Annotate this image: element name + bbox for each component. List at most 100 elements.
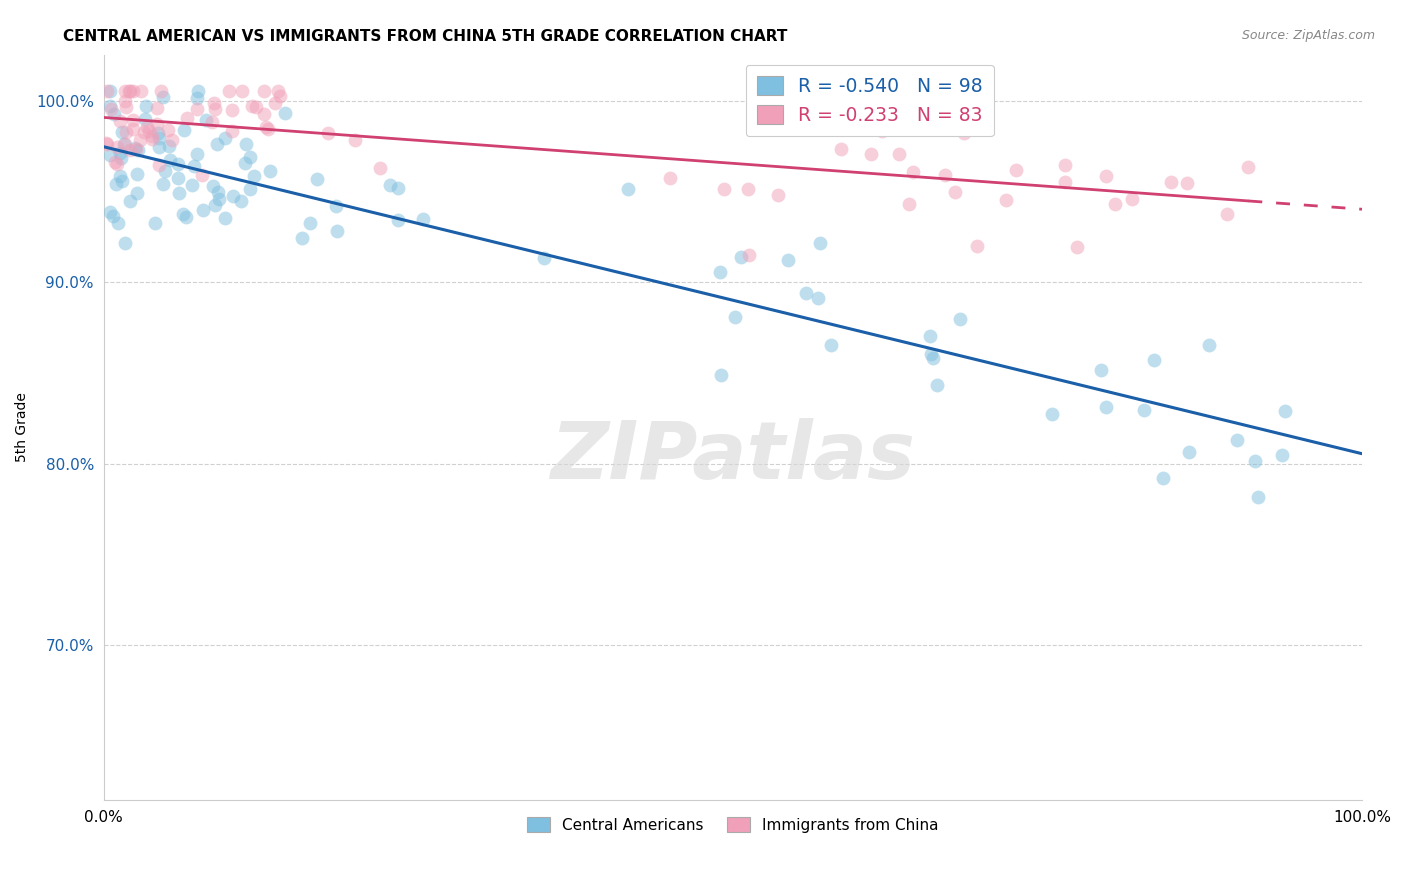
- Point: [111, 125, 134, 139]
- Point: [191, 169, 214, 183]
- Point: [949, 311, 972, 326]
- Point: [235, 136, 257, 151]
- Point: [205, 137, 228, 152]
- Point: [103, 107, 125, 121]
- Point: [325, 199, 347, 213]
- Point: [368, 161, 391, 176]
- Point: [208, 192, 231, 206]
- Point: [243, 169, 266, 184]
- Point: [132, 125, 155, 139]
- Point: [114, 125, 136, 139]
- Point: [214, 211, 236, 225]
- Point: [114, 85, 136, 99]
- Point: [107, 140, 129, 154]
- Point: [159, 139, 181, 153]
- Point: [533, 252, 555, 266]
- Point: [166, 157, 188, 171]
- Point: [207, 186, 229, 200]
- Point: [1090, 363, 1112, 377]
- Point: [737, 182, 759, 196]
- Point: [176, 211, 198, 225]
- Point: [166, 171, 188, 186]
- Point: [124, 142, 146, 156]
- Point: [107, 216, 129, 230]
- Point: [239, 150, 262, 164]
- Point: [1216, 207, 1239, 221]
- Point: [253, 85, 276, 99]
- Point: [738, 248, 761, 262]
- Point: [114, 95, 136, 109]
- Point: [326, 224, 349, 238]
- Point: [221, 124, 243, 138]
- Point: [1198, 338, 1220, 352]
- Point: [150, 85, 173, 99]
- Legend: Central Americans, Immigrants from China: Central Americans, Immigrants from China: [520, 810, 946, 840]
- Point: [146, 117, 169, 131]
- Point: [766, 188, 789, 202]
- Point: [110, 151, 132, 165]
- Point: [943, 185, 966, 199]
- Point: [114, 236, 136, 251]
- Point: [1160, 175, 1182, 189]
- Point: [202, 95, 225, 110]
- Point: [124, 141, 146, 155]
- Point: [112, 136, 135, 151]
- Point: [253, 106, 276, 120]
- Point: [143, 216, 166, 230]
- Point: [127, 143, 149, 157]
- Point: [201, 178, 224, 193]
- Point: [291, 231, 314, 245]
- Point: [859, 146, 882, 161]
- Point: [153, 163, 176, 178]
- Text: Source: ZipAtlas.com: Source: ZipAtlas.com: [1241, 29, 1375, 42]
- Point: [1178, 445, 1201, 459]
- Point: [105, 157, 128, 171]
- Text: CENTRAL AMERICAN VS IMMIGRANTS FROM CHINA 5TH GRADE CORRELATION CHART: CENTRAL AMERICAN VS IMMIGRANTS FROM CHIN…: [63, 29, 787, 44]
- Point: [1095, 169, 1118, 184]
- Point: [125, 167, 148, 181]
- Point: [849, 120, 872, 134]
- Point: [141, 129, 163, 144]
- Point: [204, 198, 226, 212]
- Point: [254, 120, 277, 134]
- Point: [259, 163, 281, 178]
- Point: [274, 105, 297, 120]
- Point: [934, 169, 956, 183]
- Point: [1095, 400, 1118, 414]
- Point: [1226, 433, 1249, 447]
- Point: [820, 338, 842, 352]
- Point: [115, 100, 138, 114]
- Point: [204, 102, 226, 116]
- Point: [101, 209, 124, 223]
- Point: [1243, 453, 1265, 467]
- Point: [122, 113, 145, 128]
- Point: [201, 115, 224, 129]
- Point: [659, 170, 682, 185]
- Point: [135, 120, 157, 134]
- Point: [830, 142, 852, 156]
- Point: [316, 126, 339, 140]
- Point: [794, 286, 817, 301]
- Point: [870, 124, 893, 138]
- Point: [108, 169, 131, 183]
- Point: [187, 85, 209, 99]
- Point: [118, 143, 141, 157]
- Point: [1040, 407, 1063, 421]
- Point: [121, 85, 143, 99]
- Point: [617, 182, 640, 196]
- Point: [897, 197, 920, 211]
- Point: [231, 85, 253, 99]
- Point: [927, 378, 949, 392]
- Point: [239, 182, 262, 196]
- Point: [98, 205, 121, 219]
- Point: [713, 182, 735, 196]
- Y-axis label: 5th Grade: 5th Grade: [15, 392, 30, 462]
- Point: [98, 147, 121, 161]
- Point: [129, 85, 152, 99]
- Point: [267, 85, 290, 99]
- Point: [901, 165, 924, 179]
- Point: [141, 132, 163, 146]
- Point: [114, 137, 136, 152]
- Point: [233, 155, 256, 169]
- Point: [1237, 160, 1260, 174]
